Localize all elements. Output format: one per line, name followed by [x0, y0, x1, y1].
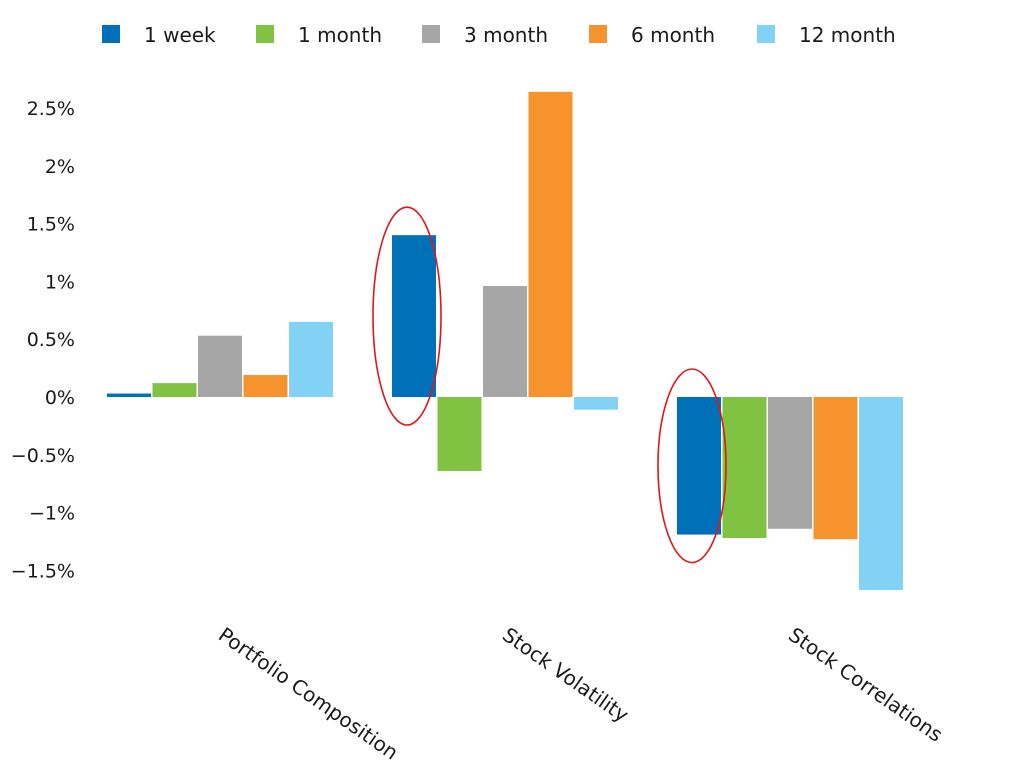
- y-tick-label: 2%: [45, 156, 75, 178]
- bar-stock-volatility-1-week: [392, 235, 436, 397]
- legend-swatch-3-month: [422, 25, 440, 43]
- y-tick-label: 0%: [45, 387, 75, 409]
- annotations: [372, 206, 727, 564]
- bar-stock-correlations-6-month: [813, 397, 858, 540]
- highlight-ellipse-stock-volatility: [372, 206, 442, 426]
- legend-swatch-1-month: [256, 25, 274, 43]
- y-tick-label: −1%: [29, 503, 75, 525]
- bar-portfolio-composition-1-month: [152, 383, 197, 397]
- legend: 1 week 1 month 3 month 6 month 12 month: [102, 23, 896, 47]
- bar-portfolio-composition-12-month: [289, 321, 333, 397]
- legend-label-1-month: 1 month: [298, 23, 382, 47]
- highlight-ellipse-stock-correlations: [657, 368, 727, 564]
- legend-label-6-month: 6 month: [631, 23, 715, 47]
- legend-swatch-12-month: [757, 25, 775, 43]
- y-tick-label: 0.5%: [27, 329, 75, 351]
- bars: [107, 91, 903, 591]
- bar-stock-volatility-12-month: [574, 397, 618, 410]
- bar-portfolio-composition-6-month: [243, 375, 288, 397]
- x-axis-category-labels: Portfolio Composition Stock Volatility Sto…: [214, 622, 947, 764]
- legend-swatch-1-week: [102, 25, 120, 43]
- legend-label-1-week: 1 week: [144, 23, 216, 47]
- y-tick-label: 1%: [45, 271, 75, 293]
- bar-stock-correlations-1-month: [722, 397, 767, 539]
- y-tick-label: 2.5%: [27, 98, 75, 120]
- bar-stock-correlations-3-month: [768, 397, 812, 529]
- bar-portfolio-composition-3-month: [198, 335, 242, 397]
- legend-label-12-month: 12 month: [799, 23, 896, 47]
- y-axis-tick-labels: 2.5% 2% 1.5% 1% 0.5% 0% −0.5% −1% −1.5%: [11, 98, 75, 582]
- legend-label-3-month: 3 month: [464, 23, 548, 47]
- y-tick-label: −1.5%: [11, 560, 75, 582]
- bar-stock-correlations-12-month: [859, 397, 903, 591]
- y-tick-label: 1.5%: [27, 214, 75, 236]
- bar-portfolio-composition-1-week: [107, 393, 151, 397]
- category-label-stock-volatility: Stock Volatility: [498, 622, 633, 727]
- category-label-stock-correlations: Stock Correlations: [784, 622, 947, 746]
- category-label-portfolio-composition: Portfolio Composition: [214, 622, 403, 764]
- bar-stock-volatility-6-month: [528, 91, 573, 397]
- bar-stock-volatility-3-month: [483, 286, 527, 397]
- bar-stock-correlations-1-week: [677, 397, 721, 535]
- bar-stock-volatility-1-month: [437, 397, 482, 471]
- legend-swatch-6-month: [589, 25, 607, 43]
- y-tick-label: −0.5%: [11, 445, 75, 467]
